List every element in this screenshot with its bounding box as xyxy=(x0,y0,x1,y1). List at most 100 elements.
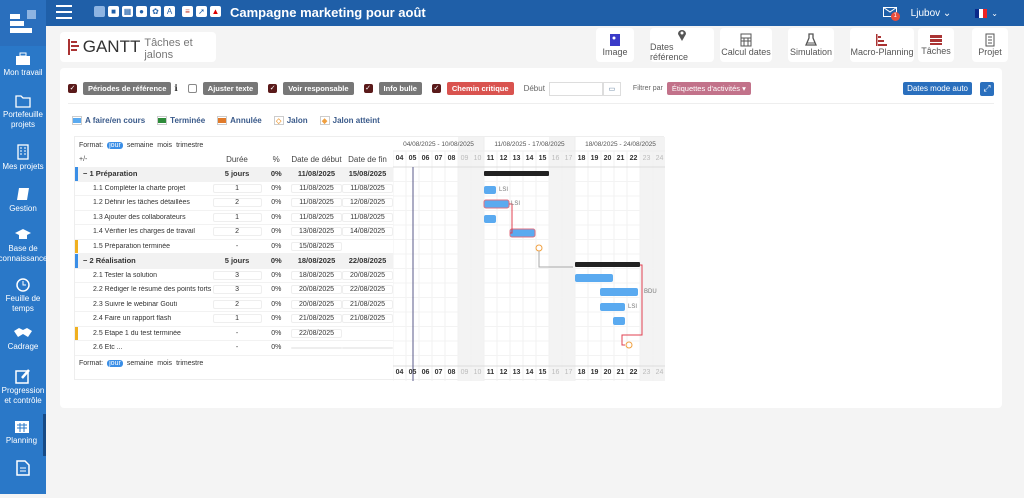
start-date-cell[interactable]: 13/08/2025 xyxy=(291,227,343,237)
duration-cell[interactable]: 2 xyxy=(212,227,262,237)
end-date-cell[interactable]: 11/08/2025 xyxy=(342,183,394,193)
sidebar-item-progression[interactable]: Progression et contrôle xyxy=(0,364,46,414)
start-date-cell[interactable]: 11/08/2025 xyxy=(291,212,343,222)
end-date-cell[interactable]: 11/08/2025 xyxy=(342,212,394,222)
start-date-cell[interactable]: 21/08/2025 xyxy=(291,314,343,324)
ajuster-checkbox[interactable] xyxy=(187,84,197,93)
user-menu[interactable]: Ljubov ⌄ xyxy=(910,7,952,19)
format-mois[interactable]: mois xyxy=(157,141,173,149)
milestone-marker xyxy=(75,239,78,253)
format-trimestre[interactable]: trimestre xyxy=(176,141,204,149)
duration-cell[interactable]: 1 xyxy=(212,314,262,324)
phone-icon[interactable] xyxy=(94,6,105,17)
responsable-checkbox[interactable] xyxy=(268,84,278,93)
start-date-cell[interactable]: 11/08/2025 xyxy=(291,183,343,193)
start-date-cell[interactable]: 22/08/2025 xyxy=(291,328,343,338)
app-logo[interactable] xyxy=(0,0,46,46)
dates-mode-auto-button[interactable]: Dates mode auto xyxy=(903,82,972,95)
sidebar-item-gestion[interactable]: Gestion xyxy=(0,182,46,224)
language-flag[interactable]: ⌄ xyxy=(975,8,998,18)
briefcase-icon xyxy=(16,52,30,65)
grid-icon[interactable]: ▦ xyxy=(122,6,133,17)
duration-cell[interactable]: 3 xyxy=(212,270,262,280)
table-row[interactable]: 2.4 Faire un rapport flash 1 0% 21/08/2025 2… xyxy=(75,312,394,327)
end-date-cell[interactable]: 14/08/2025 xyxy=(342,227,394,237)
sidebar-item-planning[interactable]: Planning xyxy=(0,414,46,456)
duration-cell[interactable]: 1 xyxy=(212,212,262,222)
table-row[interactable]: 2.1 Tester la solution 3 0% 18/08/2025 20/08… xyxy=(75,269,394,283)
percent-cell: 0% xyxy=(271,315,282,323)
simulation-button[interactable]: Simulation xyxy=(788,28,834,62)
periodes-checkbox[interactable] xyxy=(68,84,77,93)
duration-cell[interactable]: 3 xyxy=(212,285,262,295)
end-date-cell[interactable]: 22/08/2025 xyxy=(342,285,394,295)
table-row[interactable]: 1.3 Ajouter des collaborateurs 1 0% 11/08/2… xyxy=(75,211,394,225)
format-semaine[interactable]: semaine xyxy=(126,360,154,367)
sidebar-item-cadrage[interactable]: Cadrage xyxy=(0,322,46,364)
sidebar-item-mes-projets[interactable]: Mes projets xyxy=(0,140,46,182)
table-row[interactable]: 1.2 Définir les tâches détaillées 2 0% 11/0… xyxy=(75,196,394,211)
end-date-cell[interactable]: 20/08/2025 xyxy=(342,270,394,280)
mail-button[interactable]: 1 xyxy=(882,6,900,21)
table-row[interactable]: − 2 Réalisation 5 jours 0% 18/08/2025 22/08/… xyxy=(75,254,393,269)
duration-cell[interactable]: - xyxy=(235,344,239,352)
debut-input[interactable] xyxy=(548,81,603,96)
day-header: 12 xyxy=(499,369,508,376)
text-icon[interactable]: A xyxy=(164,6,175,17)
format-semaine[interactable]: semaine xyxy=(126,141,154,149)
start-date-cell[interactable]: 20/08/2025 xyxy=(291,285,343,295)
format-trimestre[interactable]: trimestre xyxy=(176,360,204,367)
share-icon[interactable]: ➚ xyxy=(196,6,207,17)
table-row[interactable]: 2.5 Etape 1 du test terminée - 0% 22/08/202… xyxy=(75,326,393,341)
percent-cell: 0% xyxy=(271,300,282,308)
percent-cell: 0% xyxy=(271,228,282,236)
image-button[interactable]: Image xyxy=(596,28,634,62)
network-icon[interactable]: ✿ xyxy=(150,6,161,17)
fullscreen-button[interactable]: ⤢ xyxy=(980,81,994,96)
day-header: 14 xyxy=(525,155,534,162)
table-row[interactable]: 2.2 Rédiger le résumé des points forts 3 0… xyxy=(75,283,394,298)
end-date-cell[interactable]: 21/08/2025 xyxy=(342,299,394,309)
calendar-button[interactable]: ▭ xyxy=(602,81,621,96)
sidebar-item-mon-travail[interactable]: Mon travail xyxy=(0,48,46,90)
table-row[interactable]: − 1 Préparation 5 jours 0% 11/08/2025 15/08/… xyxy=(75,167,393,182)
duration-cell[interactable]: 2 xyxy=(212,299,262,309)
start-date-cell[interactable]: 11/08/2025 xyxy=(291,198,343,208)
format-jour[interactable]: jour xyxy=(107,360,123,367)
filtrer-dropdown[interactable]: Étiquettes d'activités ▾ xyxy=(666,82,751,95)
start-date-cell[interactable]: 15/08/2025 xyxy=(291,241,343,251)
start-date-cell[interactable]: 18/08/2025 xyxy=(291,270,343,280)
end-date-cell[interactable] xyxy=(341,346,393,349)
sidebar-item-portefeuille[interactable]: Portefeuille projets xyxy=(0,90,46,140)
start-date-cell[interactable] xyxy=(290,346,342,349)
format-mois[interactable]: mois xyxy=(157,360,173,367)
start-date-cell[interactable]: 20/08/2025 xyxy=(291,299,343,309)
table-row[interactable]: 2.3 Suivre le webinar Gouti 2 0% 20/08/2025… xyxy=(75,298,394,312)
table-row[interactable]: 1.1 Compléter la charte projet 1 0% 11/08/2… xyxy=(75,182,394,196)
table-row[interactable]: 2.6 Etc ... - 0% xyxy=(75,341,393,356)
menu-icon[interactable] xyxy=(56,5,72,19)
projet-button[interactable]: Projet xyxy=(972,28,1008,62)
chemin-checkbox[interactable] xyxy=(431,84,441,93)
sidebar-item-feuille-temps[interactable]: Feuille de temps xyxy=(0,274,46,322)
taches-button[interactable]: Tâches xyxy=(918,28,954,62)
table-row[interactable]: 1.4 Vérifier les charges de travail 2 0% 13… xyxy=(75,225,394,240)
end-date-cell[interactable]: 21/08/2025 xyxy=(342,314,394,324)
expand-toggle[interactable]: +/- xyxy=(79,155,88,163)
info-icon[interactable]: ℹ xyxy=(174,83,178,93)
end-date-cell[interactable]: 12/08/2025 xyxy=(342,198,394,208)
infobulle-checkbox[interactable] xyxy=(363,84,373,93)
warning-icon[interactable]: ▲ xyxy=(210,6,221,17)
info-icon[interactable]: ● xyxy=(136,6,147,17)
sidebar-item-base-connaissance[interactable]: Base de connaissance xyxy=(0,224,47,274)
dates-reference-button[interactable]: Dates référence xyxy=(650,28,714,62)
square-icon[interactable]: ■ xyxy=(108,6,119,17)
gantt-icon[interactable]: ≡ xyxy=(182,6,193,17)
calcul-dates-button[interactable]: Calcul dates xyxy=(720,28,772,62)
format-jour[interactable]: jour xyxy=(107,141,123,149)
table-row[interactable]: 1.5 Préparation terminée - 0% 15/08/2025 xyxy=(75,239,393,254)
duration-cell[interactable]: 2 xyxy=(212,198,262,208)
duration-cell[interactable]: 1 xyxy=(212,183,262,193)
macro-planning-button[interactable]: Macro-Planning xyxy=(850,28,914,62)
sidebar-item-documents[interactable] xyxy=(0,456,46,498)
